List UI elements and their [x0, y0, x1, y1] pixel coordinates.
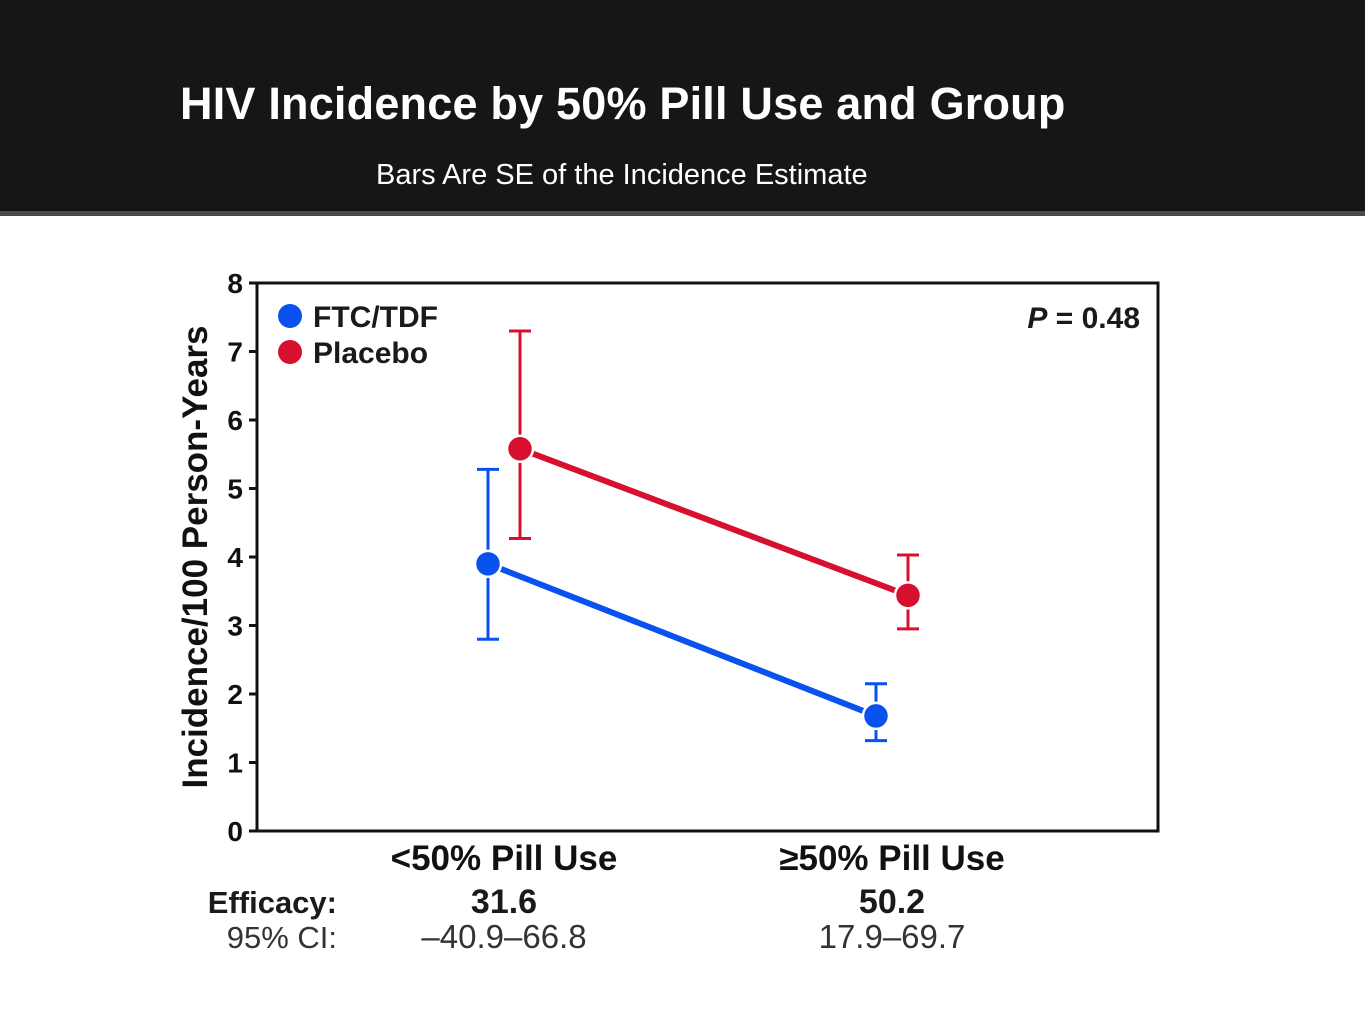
y-tick-label: 3: [227, 611, 243, 642]
data-point: [473, 549, 503, 579]
legend-marker: [278, 304, 302, 328]
slide-header: [0, 0, 1365, 211]
x-category-label: <50% Pill Use: [391, 839, 618, 878]
header-divider: [0, 211, 1365, 216]
data-point: [861, 701, 891, 731]
p-value-annotation: P = 0.48: [1027, 302, 1140, 335]
series-line-0: [485, 560, 879, 719]
y-tick-label: 5: [227, 474, 243, 505]
y-axis-label: Incidence/100 Person-Years: [176, 325, 215, 788]
efficacy-label: Efficacy:: [208, 885, 337, 920]
legend-label: FTC/TDF: [313, 301, 438, 334]
y-tick-label: 4: [227, 542, 243, 573]
efficacy-value: 31.6: [471, 883, 537, 921]
ci-value: –40.9–66.8: [421, 918, 586, 955]
efficacy-value: 50.2: [859, 883, 925, 921]
y-tick-label: 1: [227, 748, 243, 779]
y-tick-label: 7: [227, 337, 243, 368]
slide-title: HIV Incidence by 50% Pill Use and Group: [180, 78, 1066, 129]
y-tick-label: 2: [227, 679, 243, 710]
x-category-label: ≥50% Pill Use: [779, 839, 1004, 878]
p-value-italic: P: [1027, 302, 1048, 335]
series-line-1: [517, 445, 911, 599]
y-tick-label: 0: [227, 816, 243, 847]
p-value-text: = 0.48: [1047, 302, 1140, 335]
slide-subtitle: Bars Are SE of the Incidence Estimate: [376, 159, 868, 191]
data-point: [893, 581, 923, 610]
ci-value: 17.9–69.7: [819, 918, 966, 955]
legend-marker: [278, 340, 302, 364]
y-tick-label: 6: [227, 405, 243, 436]
data-point: [505, 434, 535, 464]
legend-label: Placebo: [313, 337, 428, 370]
ci-label: 95% CI:: [227, 920, 337, 955]
y-tick-label: 8: [227, 268, 243, 299]
